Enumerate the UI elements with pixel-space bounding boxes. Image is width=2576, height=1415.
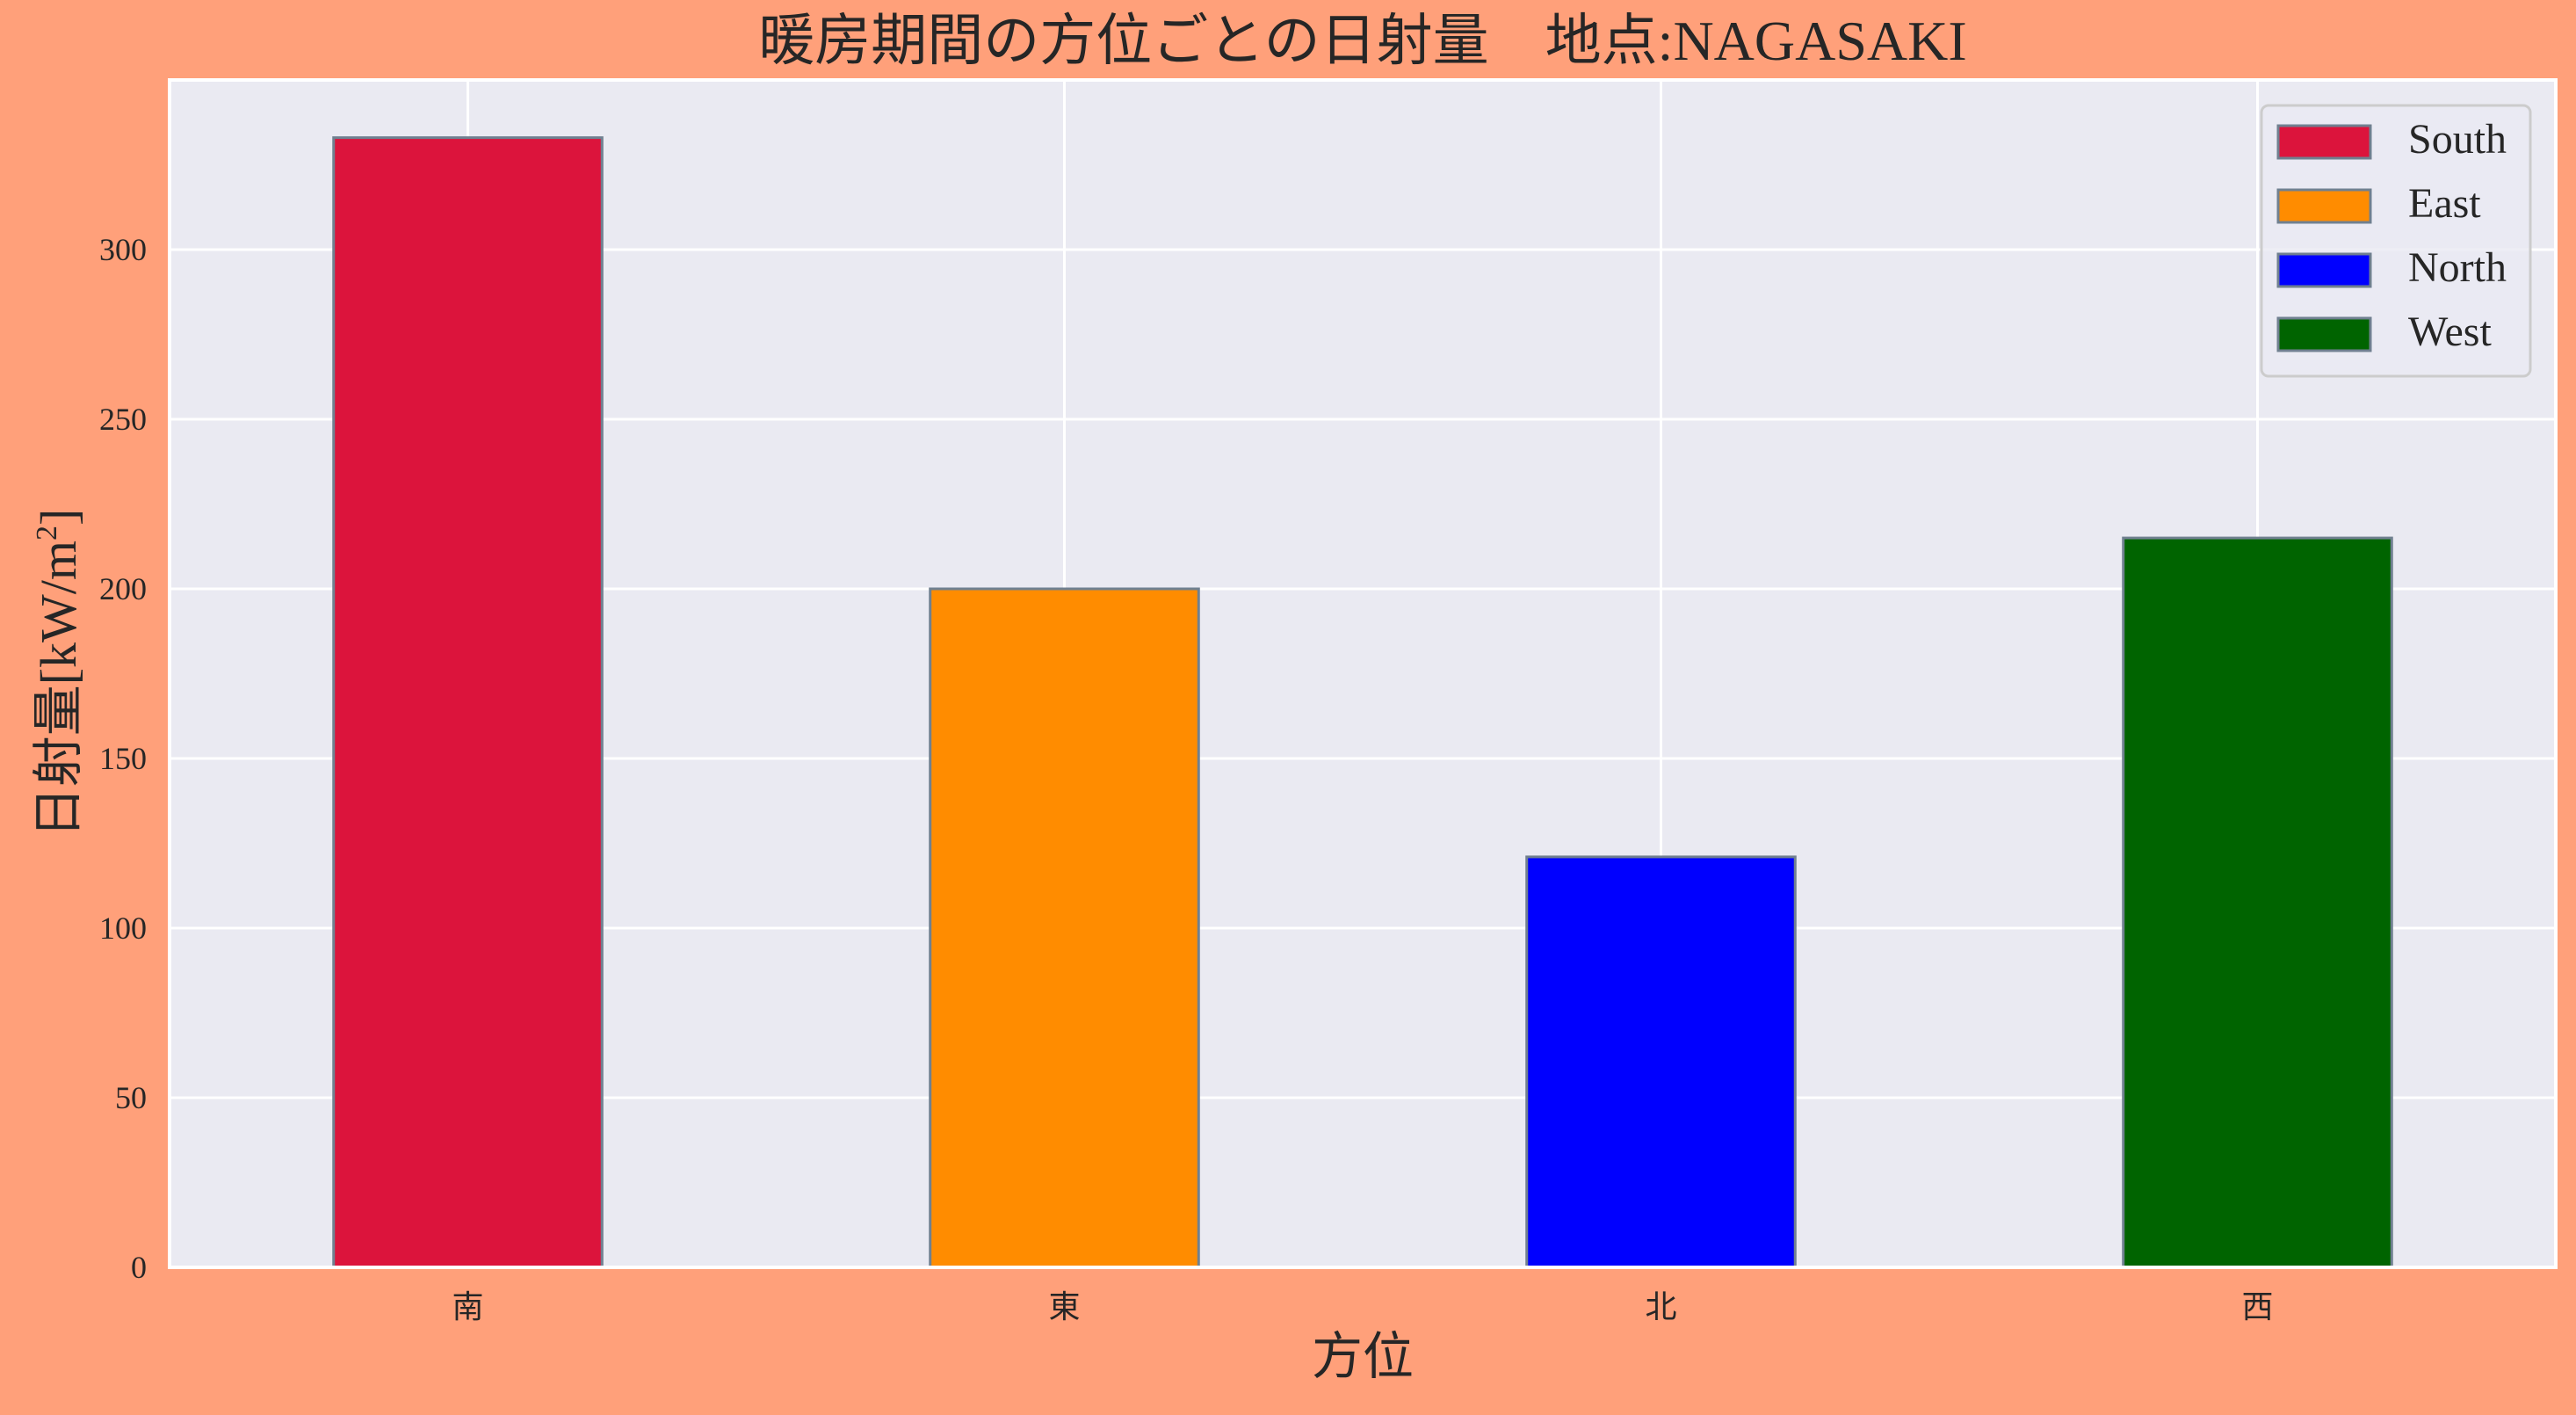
y-tick-label: 150 — [99, 741, 147, 776]
x-tick-label: 東 — [1048, 1289, 1080, 1324]
y-tick-label: 0 — [131, 1250, 147, 1285]
x-tick-label: 西 — [2241, 1289, 2273, 1324]
legend-label-east: East — [2408, 180, 2481, 227]
legend-swatch-east — [2276, 188, 2372, 224]
legend-label-south: South — [2408, 116, 2507, 163]
chart-title: 暖房期間の方位ごとの日射量 地点:NAGASAKI — [758, 10, 1966, 72]
bar-east — [929, 587, 1200, 1269]
legend-label-north: North — [2408, 244, 2507, 291]
y-axis-label-main: 日射量[kW/m — [30, 541, 87, 838]
y-tick-label: 50 — [115, 1080, 147, 1115]
y-axis-label: 日射量[kW/m2] — [30, 509, 87, 838]
x-tick-label: 南 — [452, 1289, 483, 1324]
x-tick-label: 北 — [1645, 1289, 1676, 1324]
legend-swatch-south — [2276, 124, 2372, 160]
y-tick-label: 100 — [99, 911, 147, 946]
plot-frame — [168, 78, 2558, 1269]
legend: South East North West — [2260, 104, 2532, 378]
legend-label-west: West — [2408, 308, 2492, 355]
legend-swatch-north — [2276, 252, 2372, 288]
y-axis-label-close: ] — [30, 509, 87, 526]
y-tick-label: 250 — [99, 402, 147, 437]
y-tick-labels: 0 50 100 150 200 250 300 — [99, 232, 147, 1285]
legend-items: South East North West — [2276, 116, 2507, 355]
bar-north — [1525, 855, 1797, 1269]
y-tick-label: 200 — [99, 571, 147, 606]
bar-west — [2122, 536, 2393, 1269]
legend-swatch-west — [2276, 316, 2372, 352]
bar-south — [332, 136, 604, 1269]
legend-frame — [2260, 104, 2532, 378]
y-axis-label-superscript: 2 — [31, 526, 63, 541]
y-tick-label: 300 — [99, 232, 147, 267]
x-tick-labels: 南東北西 — [452, 1289, 2273, 1324]
bars — [332, 136, 2393, 1269]
x-axis-label: 方位 — [1312, 1328, 1414, 1385]
